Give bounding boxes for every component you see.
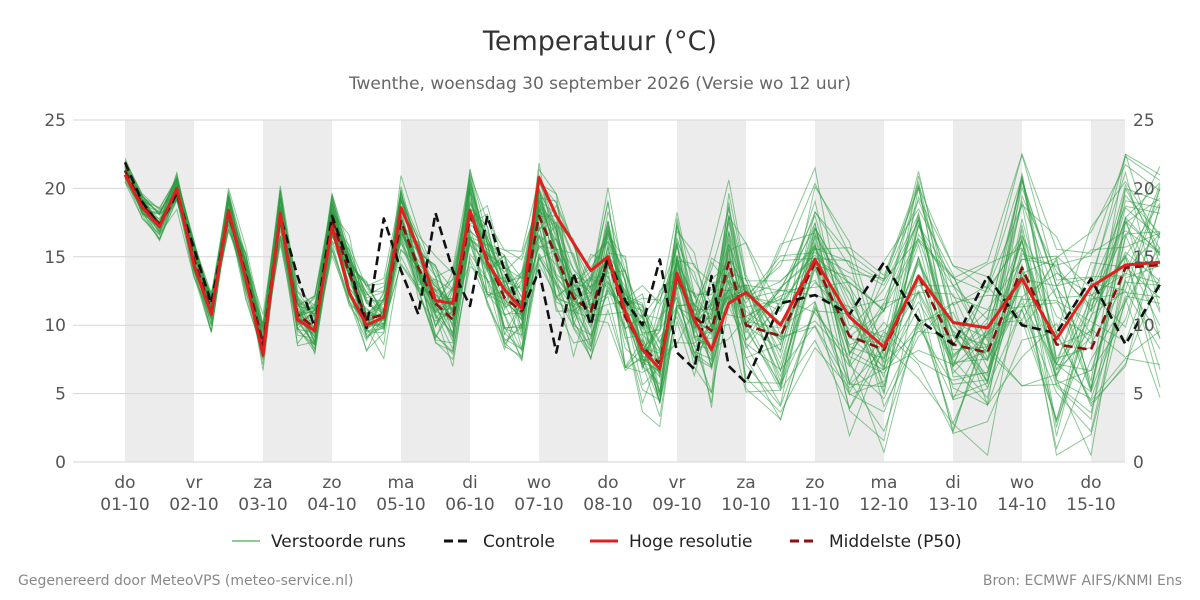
x-tick-day: vr (185, 473, 202, 493)
x-tick-date: 05-10 (376, 495, 425, 515)
legend-item: Middelste (P50) (790, 532, 962, 552)
x-tick-date: 15-10 (1066, 495, 1115, 515)
x-tick-day: za (253, 473, 272, 493)
x-tick-day: za (736, 473, 755, 493)
x-tick-date: 04-10 (307, 495, 356, 515)
chart-subtitle: Twenthe, woensdag 30 september 2026 (Ver… (348, 74, 851, 94)
x-axis: do01-10vr02-10za03-10zo04-10ma05-10di06-… (100, 473, 1115, 515)
ensemble-run (124, 167, 1161, 370)
main-series (123, 161, 1162, 385)
x-tick-date: 12-10 (859, 495, 908, 515)
y-tick-label-right: 0 (1133, 453, 1144, 473)
legend-label: Verstoorde runs (271, 532, 406, 552)
footer-generator: Gegenereerd door MeteoVPS (meteo-service… (18, 573, 353, 589)
y-tick-label-left: 20 (44, 179, 66, 199)
y-tick-label-left: 10 (44, 316, 66, 336)
y-tick-label-right: 10 (1133, 316, 1155, 336)
x-tick-date: 09-10 (652, 495, 701, 515)
x-tick-date: 07-10 (514, 495, 563, 515)
x-tick-day: do (597, 473, 618, 493)
x-tick-date: 11-10 (790, 495, 839, 515)
series-hoge-resolutie (123, 174, 1161, 371)
x-tick-day: di (945, 473, 961, 493)
y-tick-label-right: 5 (1133, 385, 1144, 405)
x-tick-date: 14-10 (997, 495, 1046, 515)
ensemble-run (124, 178, 1161, 417)
y-axis-right: 0 5 10 15 20 25 (1133, 111, 1155, 473)
x-tick-date: 03-10 (238, 495, 287, 515)
ensemble-run (124, 169, 1161, 435)
x-tick-day: ma (388, 473, 415, 493)
x-tick-date: 01-10 (100, 495, 149, 515)
y-axis-left: 0 5 10 15 20 25 (44, 111, 66, 473)
x-tick-date: 13-10 (928, 495, 977, 515)
x-tick-date: 10-10 (721, 495, 770, 515)
y-tick-label-right: 15 (1133, 248, 1155, 268)
x-tick-day: wo (1010, 473, 1034, 493)
x-tick-day: di (462, 473, 478, 493)
x-tick-day: zo (322, 473, 341, 493)
x-tick-day: zo (805, 473, 824, 493)
x-tick-day: do (1080, 473, 1101, 493)
legend-item: Verstoorde runs (232, 532, 406, 552)
x-tick-day: vr (668, 473, 685, 493)
series-controle (123, 161, 1162, 385)
legend: Verstoorde runs Controle Hoge resolutie Mid… (232, 532, 962, 552)
y-tick-label-left: 0 (55, 453, 66, 473)
y-tick-label-right: 20 (1133, 179, 1155, 199)
y-tick-label-left: 25 (44, 111, 66, 131)
chart-title: Temperatuur (°C) (482, 26, 717, 57)
x-tick-date: 06-10 (445, 495, 494, 515)
legend-label: Controle (483, 532, 555, 552)
legend-label: Hoge resolutie (629, 532, 753, 552)
footer-source: Bron: ECMWF AIFS/KNMI Ens (983, 573, 1182, 589)
y-tick-label-right: 25 (1133, 111, 1155, 131)
y-tick-label-left: 5 (55, 385, 66, 405)
legend-item: Controle (444, 532, 555, 552)
x-tick-day: do (114, 473, 135, 493)
x-tick-date: 02-10 (169, 495, 218, 515)
x-tick-day: wo (527, 473, 551, 493)
day-band (125, 120, 194, 462)
ensemble-run (124, 163, 1161, 377)
legend-label: Middelste (P50) (829, 532, 962, 552)
x-tick-day: ma (871, 473, 898, 493)
x-tick-date: 08-10 (583, 495, 632, 515)
legend-item: Hoge resolutie (590, 532, 753, 552)
y-tick-label-left: 15 (44, 248, 66, 268)
